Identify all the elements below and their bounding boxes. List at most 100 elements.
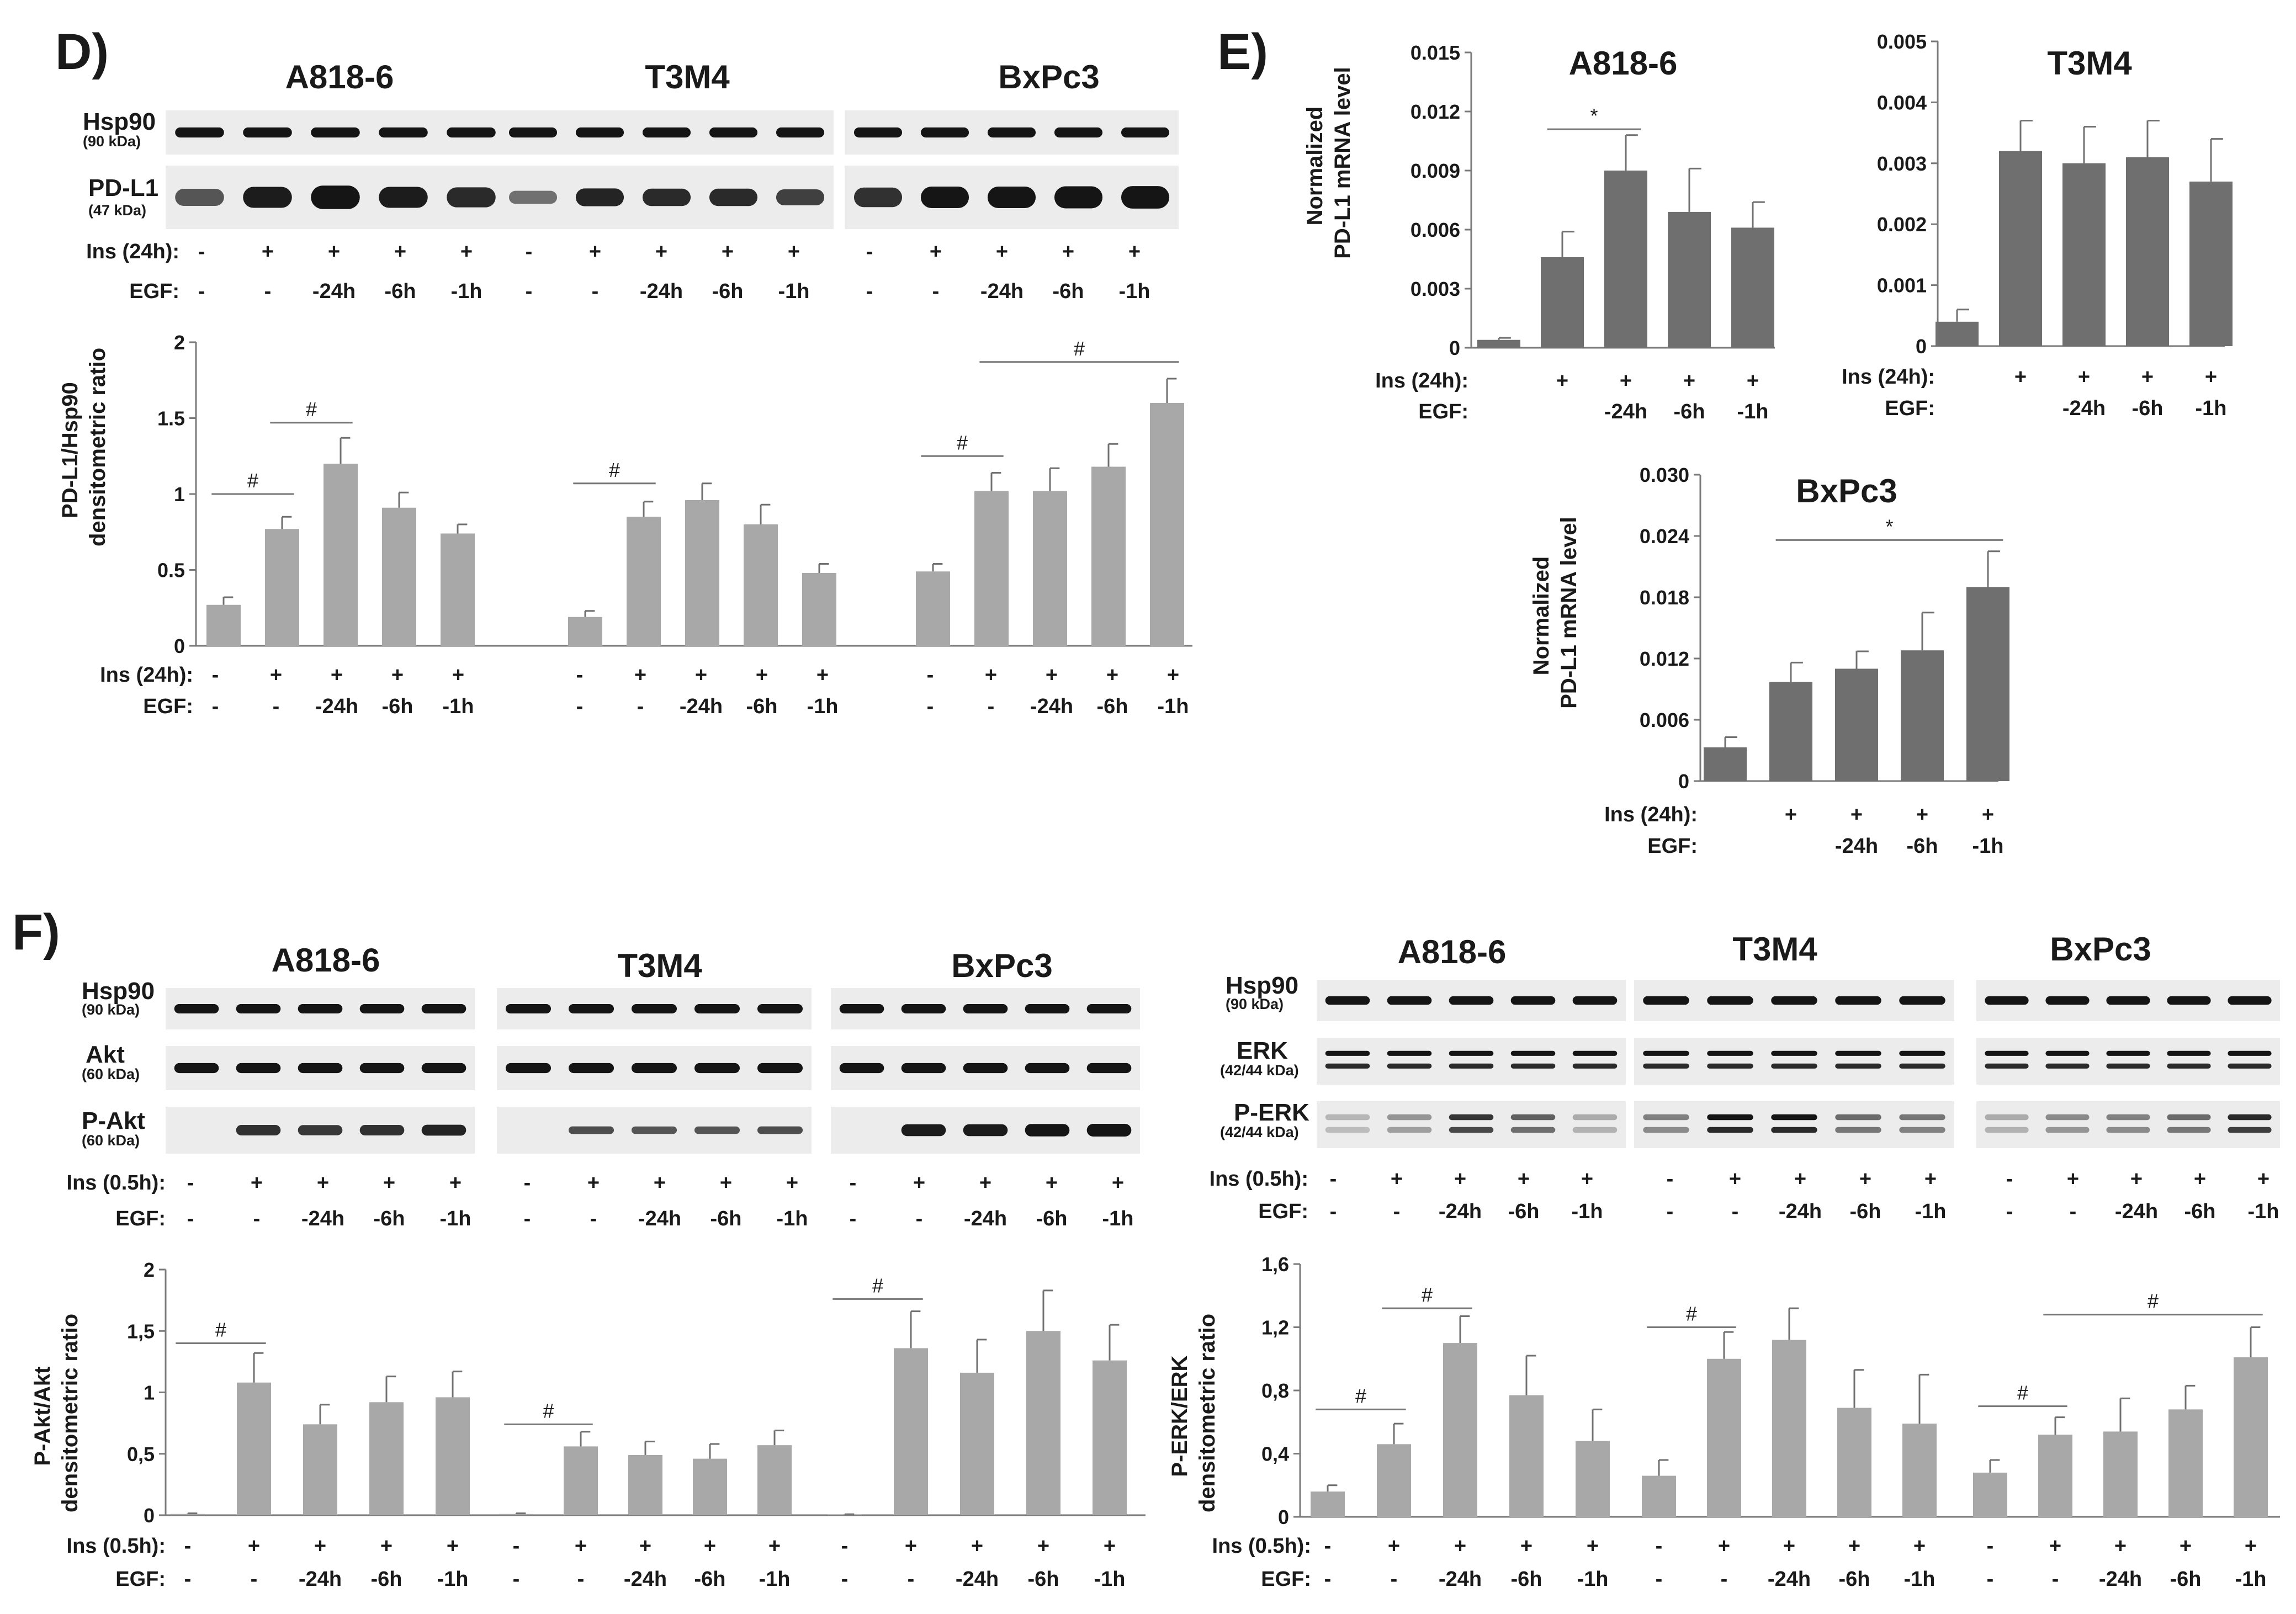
blot-band <box>1643 1127 1689 1133</box>
blot-band <box>508 127 558 138</box>
ins-mark: + <box>905 1535 917 1558</box>
egf-mark: -1h <box>1737 400 1769 423</box>
label-ins-05h: Ins (0.5h): <box>1212 1535 1311 1558</box>
blot-hsp90 <box>845 110 1179 155</box>
ins-mark: - <box>2006 1167 2013 1191</box>
blot-band <box>1985 996 2029 1005</box>
ins-mark: + <box>1859 1167 1871 1191</box>
blot-pdl1 <box>166 166 505 229</box>
ins-mark: + <box>383 1171 395 1194</box>
blot-background <box>1976 1038 2280 1085</box>
svg-text:P-ERK/ERK densitometric: P-ERK/ERK densitometric ratio <box>1168 1314 1219 1512</box>
bar <box>441 533 475 646</box>
blot-band <box>1025 1124 1070 1137</box>
blot-band <box>568 1126 614 1134</box>
blot-band <box>1325 1063 1370 1069</box>
blot-band <box>421 1004 466 1013</box>
blot-band <box>709 127 758 138</box>
blot-band <box>920 187 969 208</box>
ins-mark: + <box>449 1171 462 1194</box>
blot-band <box>2106 1114 2150 1121</box>
blot-background <box>1976 1101 2280 1148</box>
significance-label: # <box>543 1399 554 1422</box>
significance-label: * <box>1590 104 1598 127</box>
blot-band <box>1387 1050 1432 1056</box>
ins-mark: + <box>971 1535 983 1558</box>
blot-band <box>1054 186 1103 209</box>
blot-band <box>175 127 224 138</box>
blot-band <box>963 1004 1008 1013</box>
y-label-line2: PD-L1 mRNA level <box>1330 67 1355 259</box>
y-label-line1: Normalized <box>1303 107 1327 226</box>
ins-mark: + <box>2257 1167 2270 1191</box>
blot-pdl1 <box>845 166 1179 229</box>
blot-band <box>311 127 360 138</box>
blot-band <box>642 127 691 138</box>
bar <box>685 500 719 646</box>
bar <box>627 517 661 646</box>
blot-band <box>1025 1004 1070 1013</box>
label-egf: EGF: <box>1258 1200 1308 1223</box>
y-tick-label: 0.015 <box>1411 41 1460 64</box>
egf-mark: -24h <box>680 695 723 718</box>
egf-mark: -6h <box>1053 280 1084 303</box>
blot-band <box>1387 996 1432 1005</box>
cell-title-t3m4: T3M4 <box>1732 931 1817 968</box>
egf-mark: -24h <box>1768 1568 1811 1591</box>
ins-mark: + <box>248 1535 260 1558</box>
ins-mark: - <box>526 240 533 263</box>
blot-band <box>1572 1050 1618 1056</box>
ins-mark: - <box>1987 1535 1994 1558</box>
egf-mark: -1h <box>2235 1568 2267 1591</box>
blot-band <box>1899 996 1945 1005</box>
blot-band <box>1835 1050 1881 1056</box>
significance-label: # <box>306 398 317 421</box>
blot-band <box>1510 1114 1556 1121</box>
egf-mark: - <box>1987 1568 1994 1591</box>
blot-hsp90 <box>166 110 505 155</box>
ins-mark: + <box>1046 663 1058 687</box>
blot-perk <box>1317 1101 1626 1148</box>
egf-mark: - <box>1393 1200 1401 1223</box>
label-ins-24h: Ins (24h): <box>86 240 179 263</box>
blot-band <box>2228 1114 2272 1121</box>
chart-D: 0 0.5 1 1.5 2 # # # # # <box>157 331 1192 657</box>
ins-mark: + <box>1916 803 1928 826</box>
cell-title-bxpc3: BxPc3 <box>2050 931 2151 968</box>
y-tick-label: 0.003 <box>1877 152 1927 175</box>
ins-mark: + <box>1794 1167 1806 1191</box>
ins-mark: + <box>575 1535 587 1558</box>
blot-band <box>1985 1114 2029 1121</box>
egf-mark: -24h <box>1835 835 1878 858</box>
egf-mark: - <box>1732 1200 1739 1223</box>
cell-title-t3m4: T3M4 <box>645 59 730 95</box>
blot-band <box>694 1126 740 1134</box>
label-egf: EGF: <box>115 1568 166 1591</box>
ins-mark: + <box>2205 365 2217 389</box>
y-tick-label: 0,5 <box>127 1443 155 1466</box>
ins-mark: + <box>2245 1535 2257 1558</box>
ins-mark: + <box>930 240 942 263</box>
egf-mark: -24h <box>1030 695 1073 718</box>
ins-mark: + <box>788 240 800 263</box>
bar <box>2189 181 2233 346</box>
ins-mark: + <box>394 240 406 263</box>
bar <box>974 491 1009 646</box>
blot-band <box>709 188 758 206</box>
ins-mark: + <box>913 1171 925 1194</box>
blot-band <box>2106 996 2150 1005</box>
ins-mark: - <box>866 240 873 263</box>
blot-band <box>379 187 428 208</box>
blot-band <box>839 1004 884 1013</box>
ins-mark: + <box>979 1171 991 1194</box>
blot-band <box>1899 1063 1945 1069</box>
blot-band <box>2106 1050 2150 1056</box>
blot-band <box>1387 1114 1432 1121</box>
cell-title-a818: A818-6 <box>285 59 394 95</box>
egf-mark: -24h <box>2062 397 2106 420</box>
ins-mark: + <box>587 1171 600 1194</box>
y-tick-label: 1,2 <box>1261 1316 1289 1339</box>
egf-mark: -1h <box>807 695 839 718</box>
egf-mark: - <box>198 280 205 303</box>
blot-band <box>1025 1063 1070 1074</box>
